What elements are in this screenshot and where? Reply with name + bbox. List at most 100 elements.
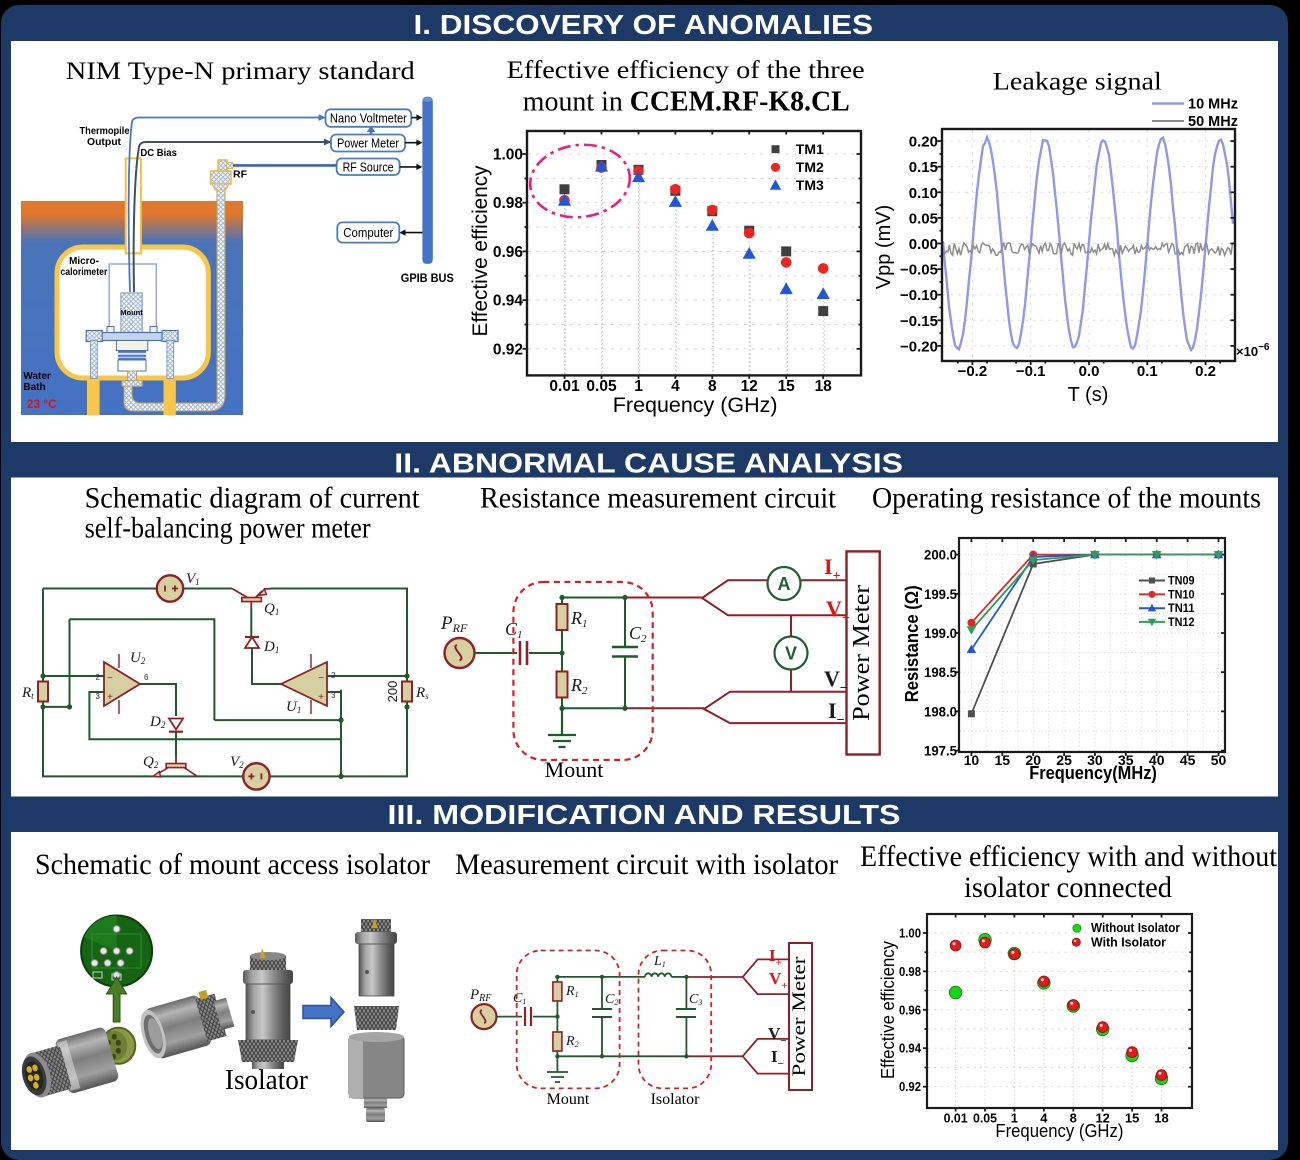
svg-text:GPIB BUS: GPIB BUS xyxy=(401,271,454,285)
svg-text:4: 4 xyxy=(1040,1111,1048,1126)
svg-text:1: 1 xyxy=(1011,1111,1018,1126)
svg-text:Leakage signal: Leakage signal xyxy=(993,68,1162,95)
svg-text:Mount: Mount xyxy=(545,757,604,782)
svg-text:calorimeter: calorimeter xyxy=(60,267,107,278)
svg-text:Power Meter: Power Meter xyxy=(849,585,875,721)
svg-text:II. ABNORMAL CAUSE ANALYSIS: II. ABNORMAL CAUSE ANALYSIS xyxy=(394,448,903,479)
svg-text:0.94: 0.94 xyxy=(493,293,524,310)
svg-text:Effective efficiency with and: Effective efficiency with and without xyxy=(860,840,1278,873)
svg-text:+: + xyxy=(107,692,113,703)
svg-text:50: 50 xyxy=(1211,752,1227,768)
svg-text:6: 6 xyxy=(144,673,149,682)
svg-text:25: 25 xyxy=(1056,752,1072,768)
svg-text:2: 2 xyxy=(331,671,336,680)
svg-text:15: 15 xyxy=(995,752,1011,768)
svg-text:Schematic diagram of current: Schematic diagram of current xyxy=(85,482,421,515)
svg-text:40: 40 xyxy=(1149,752,1165,768)
svg-text:199.5: 199.5 xyxy=(924,586,957,602)
svg-text:A: A xyxy=(778,574,791,594)
svg-text:0.1: 0.1 xyxy=(1137,363,1158,380)
svg-text:3: 3 xyxy=(96,692,101,701)
svg-text:0.05: 0.05 xyxy=(973,1111,997,1126)
svg-text:Frequency (GHz): Frequency (GHz) xyxy=(613,394,778,417)
svg-text:Without Isolator: Without Isolator xyxy=(1091,920,1180,935)
svg-text:−0.05: −0.05 xyxy=(900,262,938,279)
svg-text:−0.20: −0.20 xyxy=(900,338,938,355)
svg-text:Frequency (GHz): Frequency (GHz) xyxy=(995,1121,1123,1141)
svg-text:198.5: 198.5 xyxy=(924,664,957,680)
svg-text:Effective efficiency: Effective efficiency xyxy=(469,165,492,336)
svg-text:0.15: 0.15 xyxy=(909,159,938,176)
svg-text:12: 12 xyxy=(1095,1111,1109,1126)
svg-text:200.0: 200.0 xyxy=(924,547,957,563)
svg-text:Bath: Bath xyxy=(23,382,45,393)
svg-text:Output: Output xyxy=(87,137,122,148)
svg-text:0.96: 0.96 xyxy=(493,244,524,261)
svg-text:mount in CCEM.RF-K8.CL: mount in CCEM.RF-K8.CL xyxy=(523,87,850,118)
svg-text:self-balancing power meter: self-balancing power meter xyxy=(85,512,371,545)
svg-text:−0.2: −0.2 xyxy=(958,363,988,380)
svg-text:200: 200 xyxy=(385,681,400,703)
svg-text:0.96: 0.96 xyxy=(899,1002,921,1017)
svg-text:I. DISCOVERY OF ANOMALIES: I. DISCOVERY OF ANOMALIES xyxy=(414,9,874,40)
svg-text:TN10: TN10 xyxy=(1168,589,1195,601)
svg-text:TN11: TN11 xyxy=(1168,603,1195,615)
svg-text:50 MHz: 50 MHz xyxy=(1188,114,1238,130)
svg-text:10 MHz: 10 MHz xyxy=(1188,97,1238,113)
svg-text:Vpp (mV): Vpp (mV) xyxy=(873,205,895,289)
svg-text:DC Bias: DC Bias xyxy=(140,148,177,159)
svg-text:1: 1 xyxy=(634,378,643,395)
svg-text:23 °C: 23 °C xyxy=(27,397,57,411)
svg-text:+: + xyxy=(318,692,324,703)
svg-text:8: 8 xyxy=(1070,1111,1077,1126)
svg-text:−: − xyxy=(318,673,324,684)
svg-text:3: 3 xyxy=(331,691,336,700)
svg-text:0.01: 0.01 xyxy=(944,1111,968,1126)
svg-text:Power Meter: Power Meter xyxy=(337,136,400,151)
svg-text:10: 10 xyxy=(964,752,980,768)
svg-text:30: 30 xyxy=(1087,752,1103,768)
svg-text:TN09: TN09 xyxy=(1168,576,1195,588)
svg-text:0.01: 0.01 xyxy=(549,378,580,395)
svg-text:Frequency(MHz): Frequency(MHz) xyxy=(1029,763,1157,783)
svg-text:Isolator: Isolator xyxy=(225,1065,309,1096)
svg-text:18: 18 xyxy=(1154,1111,1168,1126)
svg-text:Mount: Mount xyxy=(120,308,143,317)
svg-text:−0.10: −0.10 xyxy=(900,287,938,304)
svg-text:197.5: 197.5 xyxy=(924,743,957,759)
svg-text:Thermopile: Thermopile xyxy=(80,126,130,137)
svg-text:198.0: 198.0 xyxy=(924,703,957,719)
svg-text:TM2: TM2 xyxy=(796,159,824,175)
svg-text:12: 12 xyxy=(741,378,758,395)
svg-text:15: 15 xyxy=(1125,1111,1139,1126)
svg-text:0.92: 0.92 xyxy=(899,1079,921,1094)
svg-text:20: 20 xyxy=(1025,752,1041,768)
svg-text:0.05: 0.05 xyxy=(586,378,617,395)
svg-text:NIM Type-N primary standard: NIM Type-N primary standard xyxy=(66,58,416,85)
svg-text:1.00: 1.00 xyxy=(493,147,523,164)
svg-text:199.0: 199.0 xyxy=(924,625,957,641)
svg-text:0.94: 0.94 xyxy=(899,1041,922,1056)
svg-text:35: 35 xyxy=(1118,752,1134,768)
svg-text:Nano Voltmeter: Nano Voltmeter xyxy=(330,111,408,126)
svg-text:4: 4 xyxy=(671,378,680,395)
svg-text:RF: RF xyxy=(233,169,248,181)
svg-text:Effective efficiency of the th: Effective efficiency of the three xyxy=(507,57,865,84)
svg-text:−0.1: −0.1 xyxy=(1016,363,1046,380)
svg-text:0.10: 0.10 xyxy=(909,185,938,202)
svg-text:TM1: TM1 xyxy=(796,141,824,157)
svg-text:TM3: TM3 xyxy=(796,177,824,193)
svg-text:0.98: 0.98 xyxy=(899,964,921,979)
svg-text:isolator connected: isolator connected xyxy=(964,871,1172,904)
svg-text:Resistance measurement circuit: Resistance measurement circuit xyxy=(480,482,837,515)
svg-text:−0.15: −0.15 xyxy=(900,313,938,330)
svg-text:RF Source: RF Source xyxy=(343,159,394,174)
svg-text:Power Meter: Power Meter xyxy=(789,956,810,1077)
svg-text:1.00: 1.00 xyxy=(899,926,921,941)
svg-text:Isolator: Isolator xyxy=(651,1091,701,1108)
svg-text:0.00: 0.00 xyxy=(909,236,938,253)
svg-text:18: 18 xyxy=(815,378,833,395)
svg-text:With Isolator: With Isolator xyxy=(1091,935,1166,950)
svg-text:0.20: 0.20 xyxy=(909,134,938,151)
svg-text:TN12: TN12 xyxy=(1168,617,1195,629)
